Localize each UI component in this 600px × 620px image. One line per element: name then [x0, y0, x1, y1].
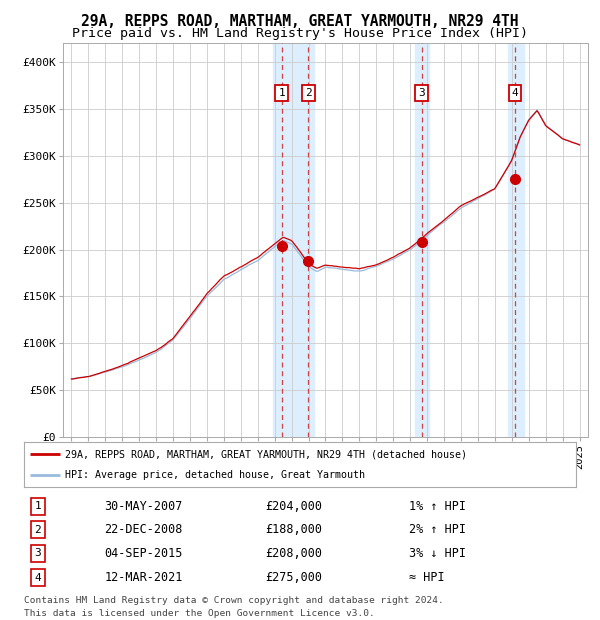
- Text: 1: 1: [278, 87, 285, 97]
- Text: 4: 4: [512, 87, 518, 97]
- Text: 12-MAR-2021: 12-MAR-2021: [104, 571, 182, 584]
- Text: 3: 3: [418, 87, 425, 97]
- Text: 3% ↓ HPI: 3% ↓ HPI: [409, 547, 466, 560]
- Bar: [273, 43, 314, 437]
- Text: Price paid vs. HM Land Registry's House Price Index (HPI): Price paid vs. HM Land Registry's House …: [72, 27, 528, 40]
- Text: 29A, REPPS ROAD, MARTHAM, GREAT YARMOUTH, NR29 4TH (detached house): 29A, REPPS ROAD, MARTHAM, GREAT YARMOUTH…: [65, 449, 467, 459]
- Text: 22-DEC-2008: 22-DEC-2008: [104, 523, 182, 536]
- Text: £188,000: £188,000: [265, 523, 322, 536]
- Text: 1: 1: [35, 501, 41, 511]
- Bar: [508, 43, 524, 437]
- Text: Contains HM Land Registry data © Crown copyright and database right 2024.: Contains HM Land Registry data © Crown c…: [24, 596, 444, 606]
- Bar: [415, 43, 429, 437]
- Text: 3: 3: [35, 548, 41, 558]
- Text: ≈ HPI: ≈ HPI: [409, 571, 445, 584]
- Text: 04-SEP-2015: 04-SEP-2015: [104, 547, 182, 560]
- Text: 4: 4: [35, 573, 41, 583]
- Text: This data is licensed under the Open Government Licence v3.0.: This data is licensed under the Open Gov…: [24, 609, 375, 618]
- Text: 29A, REPPS ROAD, MARTHAM, GREAT YARMOUTH, NR29 4TH: 29A, REPPS ROAD, MARTHAM, GREAT YARMOUTH…: [81, 14, 519, 29]
- Text: £204,000: £204,000: [265, 500, 322, 513]
- Text: 30-MAY-2007: 30-MAY-2007: [104, 500, 182, 513]
- Text: £275,000: £275,000: [265, 571, 322, 584]
- Text: 1% ↑ HPI: 1% ↑ HPI: [409, 500, 466, 513]
- Text: 2: 2: [305, 87, 311, 97]
- Text: HPI: Average price, detached house, Great Yarmouth: HPI: Average price, detached house, Grea…: [65, 469, 365, 480]
- Text: 2% ↑ HPI: 2% ↑ HPI: [409, 523, 466, 536]
- Text: 2: 2: [35, 525, 41, 534]
- Text: £208,000: £208,000: [265, 547, 322, 560]
